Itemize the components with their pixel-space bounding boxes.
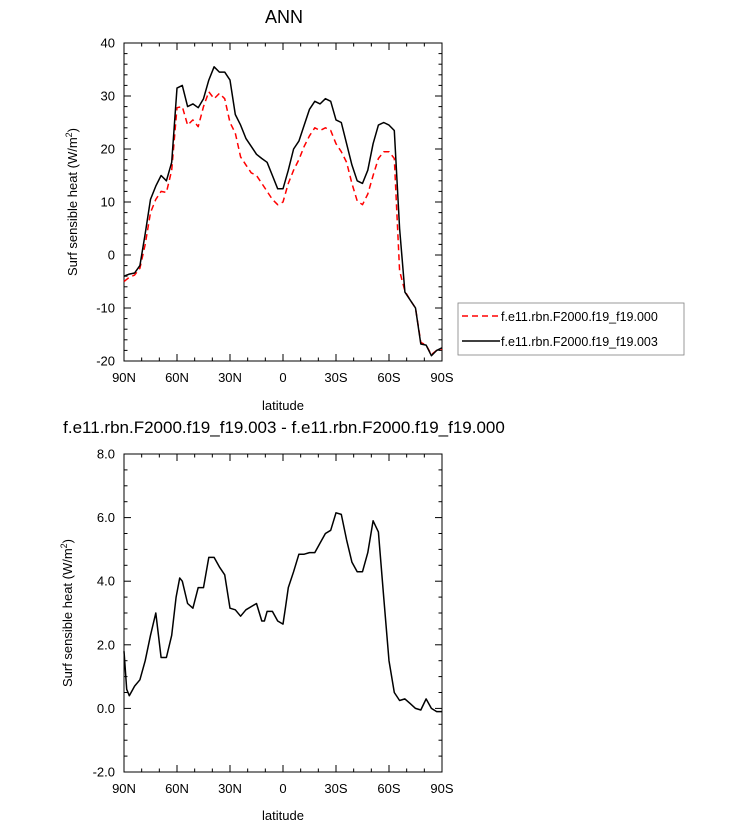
top-x-tick-label: 90N <box>112 370 136 385</box>
top-x-tick-label: 60S <box>377 370 400 385</box>
bottom-y-tick-label: 0.0 <box>97 701 115 716</box>
top-legend: f.e11.rbn.F2000.f19_f19.000 f.e11.rbn.F2… <box>457 302 685 356</box>
legend-box <box>457 302 685 356</box>
bottom-y-tick-label: 2.0 <box>97 637 115 652</box>
top-y-axis-label-main: Surf sensible heat (W/m <box>65 137 80 276</box>
top-y-tick-label: 10 <box>101 195 115 210</box>
legend-label-series-003: f.e11.rbn.F2000.f19_f19.003 <box>501 335 658 349</box>
top-y-tick-label: 30 <box>101 89 115 104</box>
top-x-tick-label: 60N <box>165 370 189 385</box>
top-y-axis-label: Surf sensible heat (W/m2) <box>64 128 80 276</box>
top-x-tick-label: 90S <box>430 370 453 385</box>
top-y-tick-label: 20 <box>101 142 115 157</box>
bottom-series-group <box>123 512 442 713</box>
bottom-x-tick-label: 30S <box>324 781 347 796</box>
bottom-x-tick-label: 90N <box>112 781 136 796</box>
bottom-x-tick-label: 60N <box>165 781 189 796</box>
top-chart-title: ANN <box>265 7 303 27</box>
top-x-tick-label: 30S <box>324 370 347 385</box>
bottom-y-tick-label: 8.0 <box>97 447 115 462</box>
bottom-chart-title: f.e11.rbn.F2000.f19_f19.003 - f.e11.rbn.… <box>63 418 505 437</box>
top-y-tick-label: -20 <box>96 354 115 369</box>
top-y-tick-label: 0 <box>108 248 115 263</box>
bottom-y-axis-label: Surf sensible heat (W/m2) <box>59 539 75 687</box>
bottom-x-tick-label: 90S <box>430 781 453 796</box>
bottom-x-tick-label: 30N <box>218 781 242 796</box>
bottom-y-axis-label-main: Surf sensible heat (W/m <box>60 548 75 687</box>
bottom-y-tick-label: 6.0 <box>97 510 115 525</box>
bottom-axis-ticks: 90N 60N 30N 0 30S 60S 90S -2.0 0.0 2.0 4.0 6.0 8.0 <box>93 447 454 797</box>
bottom-y-tick-label: -2.0 <box>93 765 115 780</box>
bottom-y-axis-label-sup: 2 <box>59 543 69 548</box>
legend-label-series-000: f.e11.rbn.F2000.f19_f19.000 <box>501 310 658 324</box>
bottom-x-axis-label: latitude <box>262 808 304 823</box>
bottom-plot-frame <box>123 453 443 773</box>
bottom-y-axis-label-close: ) <box>60 539 75 543</box>
top-x-tick-label: 30N <box>218 370 242 385</box>
top-series-group <box>123 66 443 357</box>
top-x-tick-label: 0 <box>279 370 286 385</box>
top-axis-ticks: 90N 60N 30N 0 30S 60S 90S -20 -10 0 10 20 30 40 <box>96 36 454 386</box>
top-series-line-1 <box>123 66 443 357</box>
top-series-line-0 <box>123 91 443 356</box>
top-y-tick-label: 40 <box>101 36 115 51</box>
bottom-x-tick-label: 0 <box>279 781 286 796</box>
top-y-tick-label: -10 <box>96 301 115 316</box>
top-panel: ANN 90N 60N 30N 0 30S 60S 90S -20 -10 0 10 20 30 40 l… <box>64 7 685 413</box>
top-y-axis-label-sup: 2 <box>64 132 74 137</box>
top-y-axis-label-close: ) <box>65 128 80 132</box>
bottom-panel: f.e11.rbn.F2000.f19_f19.003 - f.e11.rbn.… <box>59 418 505 823</box>
bottom-series-line-0 <box>123 512 442 713</box>
top-x-axis-label: latitude <box>262 398 304 413</box>
bottom-x-tick-label: 60S <box>377 781 400 796</box>
bottom-y-tick-label: 4.0 <box>97 574 115 589</box>
